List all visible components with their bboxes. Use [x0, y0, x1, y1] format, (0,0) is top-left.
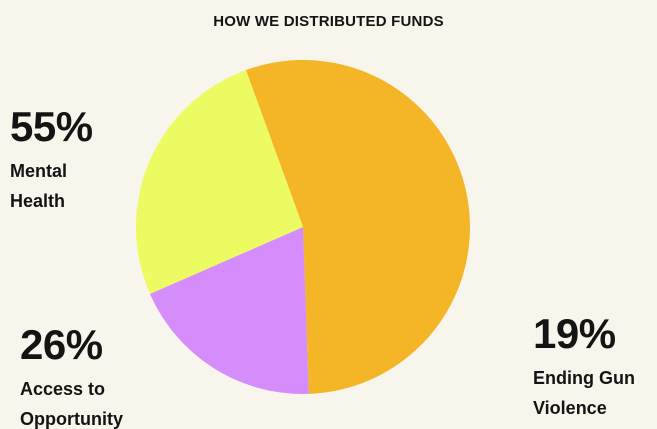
pie-slice-access-to-opportunity	[136, 70, 303, 294]
callout-access-to-opportunity: 26% Access to Opportunity	[20, 324, 123, 429]
slice-label-access-line1: Access to	[20, 379, 106, 399]
chart-title: HOW WE DISTRIBUTED FUNDS	[213, 13, 444, 30]
pie-slice-mental-health	[245, 60, 470, 394]
slice-label-mental-health-line2: Health	[10, 191, 66, 211]
value-label-access-to-opportunity: 26%	[20, 321, 103, 368]
callout-mental-health: 55% Mental Health	[10, 106, 93, 216]
pie-slice-ending-gun-violence	[149, 227, 309, 395]
slice-label-gun-line2: Violence	[533, 398, 607, 418]
value-label-ending-gun-violence: 19%	[533, 310, 616, 357]
slice-label-mental-health-line1: Mental	[10, 161, 68, 181]
slice-label-gun-line1: Ending Gun	[533, 368, 635, 388]
value-label-mental-health: 55%	[10, 103, 93, 150]
slice-label-access-line2: Opportunity	[20, 409, 123, 429]
callout-ending-gun-violence: 19% Ending Gun Violence	[533, 313, 635, 423]
